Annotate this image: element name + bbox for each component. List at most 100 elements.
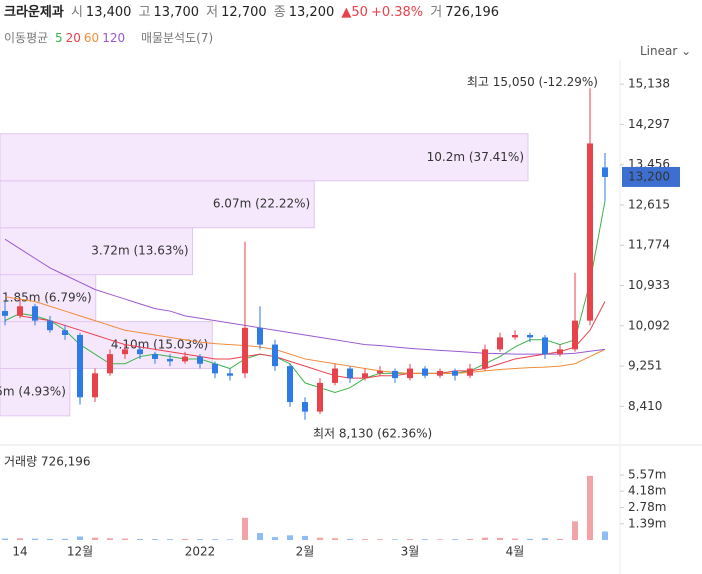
profile-label: 1.85m (6.79%) [2, 291, 92, 305]
volume-bar [302, 535, 308, 540]
volume-bar [422, 539, 428, 540]
candle-body [242, 327, 248, 374]
scale-mode: Linear [640, 44, 678, 58]
ma-legend-entry[interactable]: 5 [55, 31, 63, 45]
candle-body [557, 349, 563, 355]
candle-body [497, 337, 503, 350]
ma-legend[interactable]: 이동평균 5 20 60 120 매물분석도(7) [4, 29, 216, 46]
candle-body [257, 327, 263, 345]
volume-bar [527, 538, 533, 540]
candle-body [347, 368, 353, 379]
volume-bar [452, 539, 458, 540]
change: ▲50 [341, 5, 368, 20]
volume-bar [32, 538, 38, 540]
v-tick-label: 2.78m [628, 500, 666, 514]
ma-legend-entry[interactable]: 120 [102, 31, 126, 45]
volume-bar [557, 538, 563, 540]
v-tick-label: 5.57m [628, 468, 666, 482]
candle-body [62, 330, 68, 335]
profile-label: 3.72m (13.63%) [91, 244, 188, 258]
volume-bar [392, 539, 398, 540]
value: 13,700 [153, 5, 200, 20]
candle-body [512, 335, 518, 338]
candle-body [317, 382, 323, 412]
volume-bar [377, 539, 383, 540]
v-tick-label: 1.39m [628, 516, 666, 530]
volume-bar [272, 537, 278, 540]
ma-line [4, 238, 606, 355]
candle-body [437, 370, 443, 376]
candle-body [2, 311, 8, 316]
y-tick-label: 15,138 [628, 77, 670, 91]
candle-body [407, 368, 413, 379]
volume-bar [332, 538, 338, 540]
scale-toggle[interactable]: Linear ⌄ [640, 44, 692, 58]
volume-bar [2, 538, 8, 540]
volume-bar [257, 533, 263, 540]
candle-body [332, 368, 338, 383]
candle-body [227, 373, 233, 376]
candle-body [392, 370, 398, 379]
volume-title: 거래량 726,196 [4, 455, 91, 469]
candle-body [167, 358, 173, 362]
volume-bar [242, 517, 248, 540]
low-note: 최저 8,130 (62.36%) [313, 426, 432, 440]
value: 12,700 [221, 5, 267, 20]
candle-body [107, 354, 113, 374]
profile-bar [0, 368, 71, 417]
value: 13,400 [85, 5, 132, 20]
ma-legend-entry[interactable]: 60 [83, 31, 100, 45]
volume-bar [587, 475, 593, 540]
candle-body [137, 349, 143, 355]
ma-legend-entry[interactable]: 20 [65, 31, 81, 45]
profile-label: 6.07m (22.22%) [213, 197, 310, 211]
ma-line [4, 296, 606, 374]
volume-bar [317, 537, 323, 540]
candle-body [422, 368, 428, 376]
x-tick-label: 14 [12, 545, 27, 559]
volume-bar [62, 538, 68, 540]
volume-bar [362, 539, 368, 540]
volume-bar [347, 538, 353, 540]
profile-bar [0, 180, 315, 229]
volume-bar [482, 537, 488, 540]
high-note: 최고 15,050 (-12.29%) [467, 75, 598, 89]
profile-bar [0, 133, 529, 182]
quote-header: 크라운제과 시 13,400 고 13,700 저 12,700 종 13,200 ▲5… [4, 1, 502, 20]
label: 저 [206, 5, 219, 20]
volume-bar [497, 537, 503, 540]
last-price-label: 13,200 [628, 169, 670, 183]
candle-body [77, 335, 83, 398]
candle-body [197, 356, 203, 364]
v-tick-label: 4.18m [628, 484, 666, 498]
volume-bar [92, 537, 98, 540]
profile-legend[interactable]: 매물분석도(7) [140, 31, 214, 45]
profile-label: 10.2m (37.41%) [427, 150, 524, 164]
volume-bar [287, 535, 293, 540]
volume-bar [542, 538, 548, 540]
x-tick-label: 2월 [296, 545, 315, 559]
volume-bar [47, 538, 53, 540]
last-price-tag [622, 166, 680, 187]
volume-bar [122, 538, 128, 540]
y-tick-label: 10,933 [628, 278, 670, 292]
candle-body [527, 335, 533, 338]
volume-bar [17, 538, 23, 540]
y-tick-label: 10,092 [628, 318, 670, 332]
candle-body [122, 349, 128, 355]
value: 13,200 [288, 5, 335, 20]
candle-body [47, 320, 53, 331]
x-tick-label: 4월 [506, 545, 525, 559]
change-pct: +0.38% [370, 5, 424, 20]
candle-body [92, 373, 98, 398]
volume-bar [137, 538, 143, 540]
volume-bar [407, 539, 413, 540]
volume-bar [152, 539, 158, 540]
candle-body [587, 143, 593, 321]
y-tick-label: 11,774 [628, 238, 670, 252]
volume-bar [437, 539, 443, 540]
x-tick-label: 3월 [401, 545, 420, 559]
volume-bar [572, 521, 578, 540]
candle-body [452, 370, 458, 376]
